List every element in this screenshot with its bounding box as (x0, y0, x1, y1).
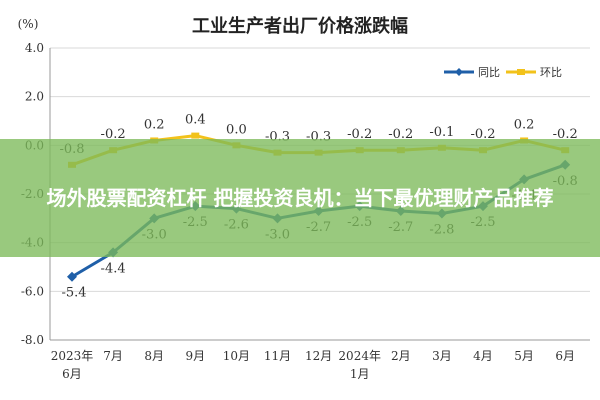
x-tick-label: 2024年 1月 (338, 349, 381, 381)
y-tick-label: 4.0 (25, 41, 44, 55)
y-axis-unit: (%) (18, 17, 39, 31)
x-tick-label: 10月 (223, 349, 250, 363)
x-tick-label: 8月 (144, 349, 164, 363)
legend: 同比 环比 (444, 66, 562, 79)
y-tick-label: 2.0 (25, 90, 44, 104)
data-label: -0.2 (553, 127, 578, 142)
x-tick-label: 7月 (103, 349, 123, 363)
data-point (191, 132, 200, 139)
legend-label: 同比 (478, 66, 500, 79)
data-label: -0.2 (101, 127, 126, 142)
x-tick-label: 6月 (555, 349, 575, 363)
legend-label: 环比 (540, 66, 562, 79)
data-label: -0.2 (347, 127, 372, 142)
data-label: 0.0 (226, 122, 247, 137)
data-label: 0.4 (185, 113, 206, 128)
data-label: -0.2 (470, 127, 495, 142)
x-tick-label: 3月 (432, 349, 452, 363)
data-label: -0.2 (388, 127, 413, 142)
x-tick-label: 9月 (185, 349, 205, 363)
legend-marker (455, 68, 463, 76)
data-label: 0.2 (514, 117, 535, 132)
y-tick-label: -6.0 (21, 284, 44, 298)
banner-text: 场外股票配资杠杆 把握投资良机：当下最优理财产品推荐 (46, 186, 554, 210)
legend-marker (517, 69, 525, 75)
x-tick-label: 5月 (514, 349, 534, 363)
data-point (67, 271, 77, 282)
data-label: -0.1 (429, 125, 454, 140)
y-tick-label: -8.0 (21, 333, 44, 347)
promo-banner[interactable]: 场外股票配资杠杆 把握投资良机：当下最优理财产品推荐 (0, 139, 600, 257)
x-tick-label: 12月 (305, 349, 332, 363)
chart-title: 工业生产者出厂价格涨跌幅 (192, 15, 408, 37)
x-tick-label: 2023年 6月 (51, 349, 94, 381)
data-label: -5.4 (61, 286, 86, 301)
data-label: 0.2 (144, 117, 165, 132)
data-label: -4.4 (101, 261, 126, 276)
x-tick-label: 4月 (473, 349, 493, 363)
x-tick-label: 11月 (264, 349, 291, 363)
x-tick-label: 2月 (391, 349, 411, 363)
